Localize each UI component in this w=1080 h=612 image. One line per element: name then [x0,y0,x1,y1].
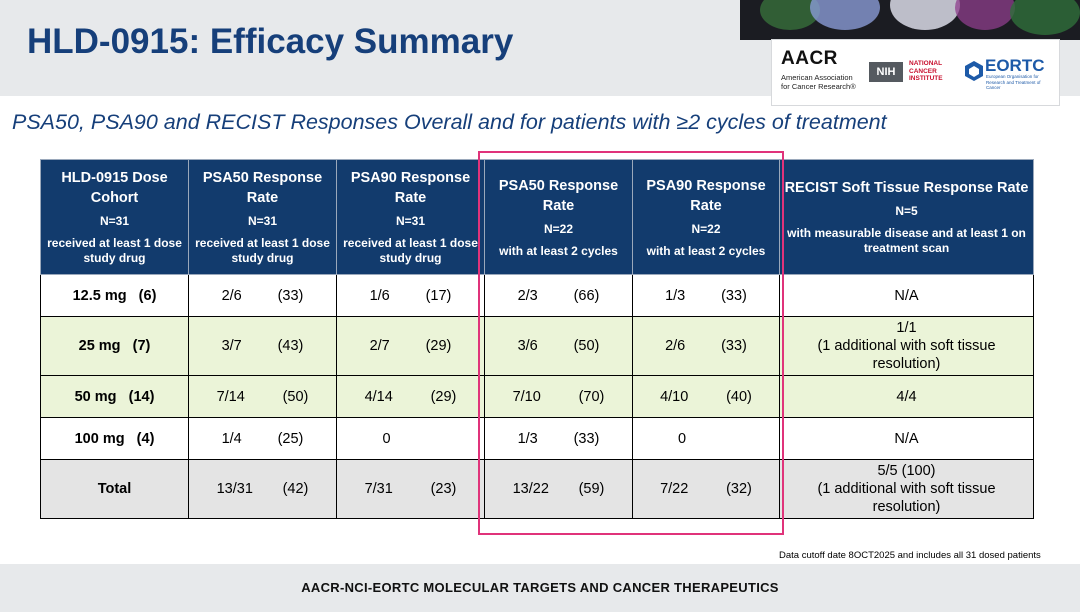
data-cell: 3/7 (43) [188,316,337,376]
nci-logo-text: NATIONAL CANCER INSTITUTE [909,60,943,82]
data-cell: 13/22 (59) [484,459,633,519]
data-cell: 1/3 (33) [632,274,780,317]
recist-cell: N/A [779,274,1034,317]
column-header: PSA90 Response Rate N=22 with at least 2… [632,159,780,275]
data-cell: 3/6 (50) [484,316,633,376]
data-cell: 7/10 (70) [484,375,633,418]
recist-cell: 4/4 [779,375,1034,418]
column-header: PSA50 Response Rate N=31 received at lea… [188,159,337,275]
nih-logo: NIH [869,62,903,82]
efficacy-table: HLD-0915 Dose Cohort N=31 received at le… [40,159,1034,519]
data-cell: 0 [632,417,780,460]
data-cell: 7/22 (32) [632,459,780,519]
data-cell: 0 [336,417,485,460]
data-cell: 2/7 (29) [336,316,485,376]
data-cell: 1/3 (33) [484,417,633,460]
data-cutoff-footnote: Data cutoff date 8OCT2025 and includes a… [779,550,1041,561]
dose-cell: 50 mg (14) [40,375,189,418]
column-header: PSA50 Response Rate N=22 with at least 2… [484,159,633,275]
data-cell: 1/6 (17) [336,274,485,317]
data-cell: 4/14 (29) [336,375,485,418]
sponsor-logos: AACR American Association for Cancer Res… [771,39,1060,106]
data-cell: 2/6 (33) [632,316,780,376]
banner-image [740,0,1080,40]
recist-cell: 1/1 (1 additional with soft tissue resolu… [779,316,1034,376]
footer-band [0,564,1080,612]
table-row: Total 13/31 (42) 7/31 (23) 13/22 (59) 7/22(… [40,459,1034,519]
data-cell: 2/3 (66) [484,274,633,317]
aacr-logo-caption: American Association for Cancer Research… [781,73,856,91]
footer-text: AACR-NCI-EORTC MOLECULAR TARGETS AND CAN… [301,580,779,595]
data-cell: 7/31 (23) [336,459,485,519]
dose-cell: 12.5 mg (6) [40,274,189,317]
column-header: RECIST Soft Tissue Response Rate N=5 wit… [779,159,1034,275]
table-row: 12.5 mg (6) 2/6 (33) 1/6 (17) 2/3 (66) 1/3(… [40,274,1034,317]
eortc-logo: EORTC [985,56,1045,75]
column-header: HLD-0915 Dose Cohort N=31 received at le… [40,159,189,275]
slide-subtitle: PSA50, PSA90 and RECIST Responses Overal… [12,110,887,134]
eortc-logo-caption: European Organisation for Research and T… [986,74,1041,90]
column-header: PSA90 Response Rate N=31 received at lea… [336,159,485,275]
table-row: 25 mg (7) 3/7 (43) 2/7 (29) 3/6 (50) 2/6 (33… [40,316,1034,376]
data-cell: 7/14 (50) [188,375,337,418]
data-cell: 2/6 (33) [188,274,337,317]
recist-cell: 5/5 (100) (1 additional with soft tissue … [779,459,1034,519]
slide-title: HLD-0915: Efficacy Summary [27,22,514,61]
dose-cell: 25 mg (7) [40,316,189,376]
data-cell: 4/10 (40) [632,375,780,418]
dose-cell: 100 mg (4) [40,417,189,460]
data-cell: 13/31 (42) [188,459,337,519]
eortc-molecule-icon [965,61,983,81]
recist-cell: N/A [779,417,1034,460]
data-cell: 1/4 (25) [188,417,337,460]
dose-cell: Total [40,459,189,519]
aacr-logo: AACR [781,48,838,69]
table-row: 50 mg (14) 7/14 (50) 4/14 (29) 7/10 (70) 4/… [40,375,1034,418]
table-row: 100 mg (4) 1/4 (25) 0 1/3 (33) 0 N/A [40,417,1034,460]
table-header-row: HLD-0915 Dose Cohort N=31 received at le… [40,159,1034,275]
